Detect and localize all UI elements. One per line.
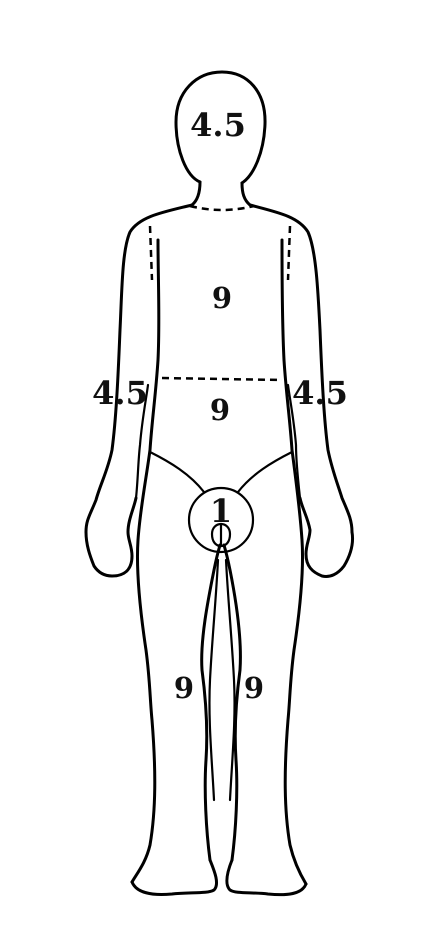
groin-line-right	[236, 450, 294, 494]
left-inner-leg-outline	[200, 543, 222, 862]
left-foot-outline	[130, 858, 218, 896]
left-arm-outer-outline	[84, 203, 194, 534]
leg-split-left-line	[208, 558, 220, 802]
left-arm-label: 4.5	[92, 374, 148, 412]
genitals-label: 1	[210, 492, 232, 530]
right-arm-label: 4.5	[292, 374, 348, 412]
genitals-circle	[187, 486, 255, 554]
groin-line	[148, 450, 206, 494]
neckline-divider	[189, 204, 255, 212]
head-outline	[174, 70, 267, 185]
neck-right-outline	[240, 181, 252, 207]
left-hand-outline	[84, 496, 138, 578]
head-label: 4.5	[190, 106, 246, 144]
right-arm-outer-outline	[248, 203, 354, 534]
right-leg-label: 9	[244, 671, 264, 705]
right-foot-outline	[225, 858, 308, 897]
right-torso-outline	[280, 238, 308, 886]
neck-left-outline	[190, 180, 202, 207]
waist-divider	[161, 376, 283, 382]
left-torso-outline	[130, 238, 161, 884]
left-leg-label: 9	[174, 671, 194, 705]
right-arm-inner-outline	[286, 383, 302, 500]
leg-split-right-line	[224, 558, 236, 802]
right-inner-leg-outline	[222, 543, 242, 862]
left-arm-inner-outline	[134, 383, 150, 500]
left-shoulder-divider	[148, 225, 154, 281]
genitals-sketch	[210, 522, 232, 548]
right-shoulder-divider	[286, 225, 292, 281]
abdomen-label: 9	[210, 393, 230, 427]
chest-label: 9	[212, 281, 232, 315]
right-hand-outline	[298, 496, 354, 578]
